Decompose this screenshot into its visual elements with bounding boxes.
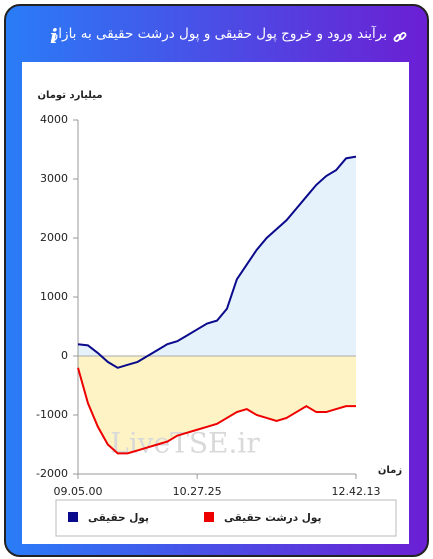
y-tick-label: -2000 — [36, 467, 68, 480]
x-tick-label: 09.05.00 — [54, 485, 103, 498]
legend-label: پول درشت حقیقی — [224, 512, 321, 524]
legend-swatch — [204, 512, 214, 522]
y-tick-label: 0 — [61, 349, 68, 362]
watermark: LiveTSE.ir — [110, 427, 260, 460]
x-tick-label: 10.27.25 — [173, 485, 222, 498]
x-tick-label: 12.42.13 — [332, 485, 381, 498]
y-tick-label: 3000 — [40, 172, 68, 185]
info-icon[interactable]: i — [50, 24, 58, 48]
legend-swatch — [68, 512, 78, 522]
series-line — [77, 367, 356, 455]
x-axis-label: زمان — [378, 465, 402, 476]
y-tick-label: 1000 — [40, 290, 68, 303]
y-tick-label: 2000 — [40, 231, 68, 244]
y-axis-label: میلیارد تومان — [37, 90, 102, 101]
area-fill — [78, 356, 356, 454]
legend-label: پول حقیقی — [88, 512, 149, 524]
y-tick-label: -1000 — [36, 408, 68, 421]
header-title: برآیند ورود و خروج پول حقیقی و پول درشت … — [51, 26, 387, 42]
area-fill — [78, 156, 356, 368]
link-icon — [393, 32, 407, 42]
series-line — [77, 155, 357, 369]
card: برآیند ورود و خروج پول حقیقی و پول درشت … — [4, 4, 429, 557]
y-tick-label: 4000 — [40, 113, 68, 126]
legend-box — [55, 499, 397, 537]
